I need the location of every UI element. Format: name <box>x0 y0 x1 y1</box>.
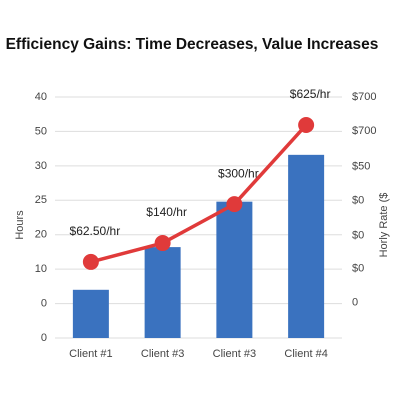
y2-tick-label: $0 <box>352 263 364 275</box>
y-tick-label: 30 <box>35 160 47 172</box>
bar <box>288 154 325 338</box>
data-label: $140/hr <box>146 205 187 219</box>
bar <box>72 289 109 338</box>
line-marker <box>226 196 243 213</box>
y-tick-label: 0 <box>41 332 47 344</box>
y2-axis-label: Horly Rate ($ <box>378 193 390 258</box>
data-label: $625/hr <box>290 87 331 101</box>
x-tick-label: Client #4 <box>284 348 327 360</box>
data-label: $300/hr <box>218 166 259 180</box>
line-marker <box>154 235 171 252</box>
bar <box>144 247 181 338</box>
line-marker <box>82 253 99 270</box>
bar <box>216 201 253 338</box>
y2-tick-label: $700 <box>352 91 376 103</box>
y-axis-label: Hours <box>14 210 26 240</box>
data-label: $62.50/hr <box>70 224 121 238</box>
y2-tick-label: 0 <box>352 297 358 309</box>
line <box>90 123 308 264</box>
y2-tick-label: $0 <box>352 230 364 242</box>
y2-tick-label: $0 <box>352 194 364 206</box>
y-tick-label: 0 <box>41 297 47 309</box>
chart-title: Efficiency Gains: Time Decreases, Value … <box>6 36 379 53</box>
y-tick-label: 10 <box>35 263 47 275</box>
y-tick-label: 50 <box>35 125 47 137</box>
x-tick-label: Client #1 <box>69 348 112 360</box>
x-tick-label: Client #3 <box>141 348 184 360</box>
y-tick-label: 25 <box>35 194 47 206</box>
y-tick-label: 40 <box>35 91 47 103</box>
line-marker <box>298 116 315 133</box>
y2-tick-label: $700 <box>352 125 376 137</box>
y2-tick-label: $50 <box>352 160 370 172</box>
x-tick-label: Client #3 <box>213 348 256 360</box>
y-tick-label: 20 <box>35 229 47 241</box>
